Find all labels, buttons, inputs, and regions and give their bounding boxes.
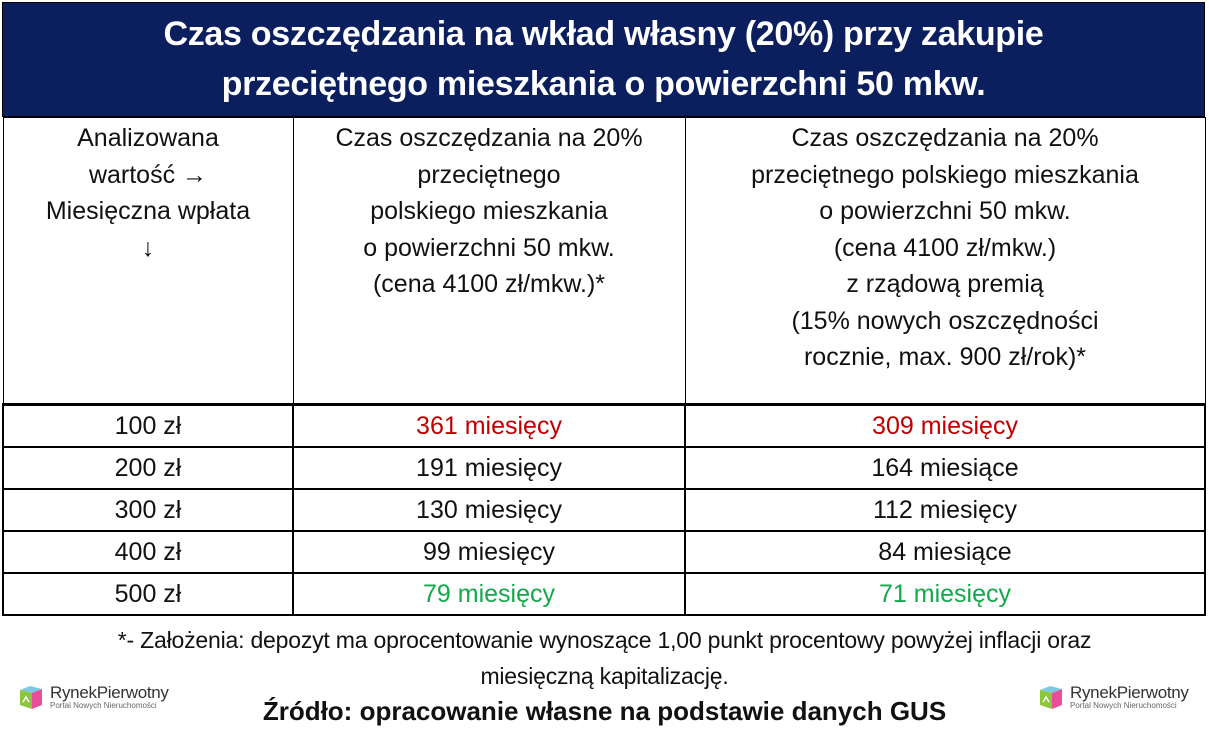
table-header-row: Analizowana wartość → Miesięczna wpłata … bbox=[2, 117, 1206, 406]
header-text: (cena 4100 zł/mkw.) bbox=[833, 233, 1057, 262]
logo-brand-part2: Pierwotny bbox=[96, 682, 169, 702]
header-cell-payment: Analizowana wartość → Miesięczna wpłata … bbox=[2, 117, 294, 406]
footnote-line-1: *- Założenia: depozyt ma oprocentowanie … bbox=[117, 627, 1092, 653]
payment-cell: 200 zł bbox=[2, 446, 294, 490]
header-text: przeciętnego bbox=[417, 160, 561, 189]
with-bonus-cell: 164 miesiące bbox=[684, 446, 1206, 490]
with-bonus-cell: 309 miesięcy bbox=[684, 403, 1206, 448]
without-bonus-cell: 99 miesięcy bbox=[292, 530, 686, 574]
header-cell-without-bonus: Czas oszczędzania na 20% przeciętnego po… bbox=[292, 117, 686, 406]
logo-brand: RynekPierwotny bbox=[50, 684, 169, 701]
header-text: o powierzchni 50 mkw. bbox=[819, 197, 1071, 225]
without-bonus-cell: 79 miesięcy bbox=[292, 572, 686, 616]
page-title: Czas oszczędzania na wkład własny (20%) … bbox=[2, 2, 1205, 117]
footnote: *- Założenia: depozyt ma oprocentowanie … bbox=[0, 622, 1209, 694]
header-text: przeciętnego polskiego mieszkania bbox=[751, 160, 1139, 189]
savings-table: Analizowana wartość → Miesięczna wpłata … bbox=[2, 117, 1206, 616]
header-text: Analizowana bbox=[77, 124, 219, 152]
house-cube-icon bbox=[1040, 686, 1062, 709]
without-bonus-cell: 191 miesięcy bbox=[292, 446, 686, 490]
house-cube-icon bbox=[20, 686, 42, 709]
header-text: Miesięczna wpłata bbox=[45, 197, 251, 225]
header-text: (15% nowych oszczędności bbox=[791, 306, 1099, 335]
with-bonus-cell: 112 miesięcy bbox=[684, 488, 1206, 532]
header-text: z rządową premią bbox=[846, 270, 1044, 298]
logo-tagline: Portal Nowych Nieruchomości bbox=[1070, 700, 1177, 710]
header-text: Czas oszczędzania na 20% bbox=[791, 124, 1099, 152]
arrow-down-icon: ↓ bbox=[141, 233, 155, 262]
without-bonus-cell: 130 miesięcy bbox=[292, 488, 686, 532]
logo-tagline: Portal Nowych Nieruchomości bbox=[50, 700, 157, 710]
logo-brand-part2: Pierwotny bbox=[1116, 682, 1189, 702]
payment-cell: 100 zł bbox=[2, 403, 294, 448]
logo-brand-part1: Rynek bbox=[1070, 682, 1117, 702]
header-text: (cena 4100 zł/mkw.)* bbox=[372, 270, 606, 298]
logo-brand: RynekPierwotny bbox=[1070, 684, 1189, 701]
header-text: polskiego mieszkania bbox=[370, 197, 608, 225]
table-row: 300 zł 130 miesięcy 112 miesięcy bbox=[2, 488, 1206, 532]
title-line-1: Czas oszczędzania na wkład własny (20%) … bbox=[163, 15, 1044, 53]
logo-brand-part1: Rynek bbox=[50, 682, 97, 702]
with-bonus-cell: 71 miesięcy bbox=[684, 572, 1206, 616]
header-text: Czas oszczędzania na 20% bbox=[335, 124, 643, 152]
header-text: rocznie, max. 900 zł/rok)* bbox=[803, 343, 1087, 371]
source-note: Źródło: opracowanie własne na podstawie … bbox=[262, 696, 947, 726]
table-row: 400 zł 99 miesięcy 84 miesiące bbox=[2, 530, 1206, 574]
header-text: wartość → bbox=[88, 160, 208, 189]
table-row: 200 zł 191 miesięcy 164 miesiące bbox=[2, 446, 1206, 490]
with-bonus-cell: 84 miesiące bbox=[684, 530, 1206, 574]
payment-cell: 300 zł bbox=[2, 488, 294, 532]
footnote-line-2: miesięczną kapitalizację. bbox=[480, 663, 729, 689]
logo-left: RynekPierwotny Portal Nowych Nieruchomoś… bbox=[16, 682, 169, 712]
without-bonus-cell: 361 miesięcy bbox=[292, 403, 686, 448]
header-cell-with-bonus: Czas oszczędzania na 20% przeciętnego po… bbox=[684, 117, 1206, 406]
table-row: 500 zł 79 miesięcy 71 miesięcy bbox=[2, 572, 1206, 616]
payment-cell: 400 zł bbox=[2, 530, 294, 574]
logo-right: RynekPierwotny Portal Nowych Nieruchomoś… bbox=[1036, 682, 1189, 712]
title-line-2: przeciętnego mieszkania o powierzchni 50… bbox=[221, 65, 986, 103]
table-row: 100 zł 361 miesięcy 309 miesięcy bbox=[2, 403, 1206, 448]
header-text: o powierzchni 50 mkw. bbox=[363, 233, 615, 262]
payment-cell: 500 zł bbox=[2, 572, 294, 616]
